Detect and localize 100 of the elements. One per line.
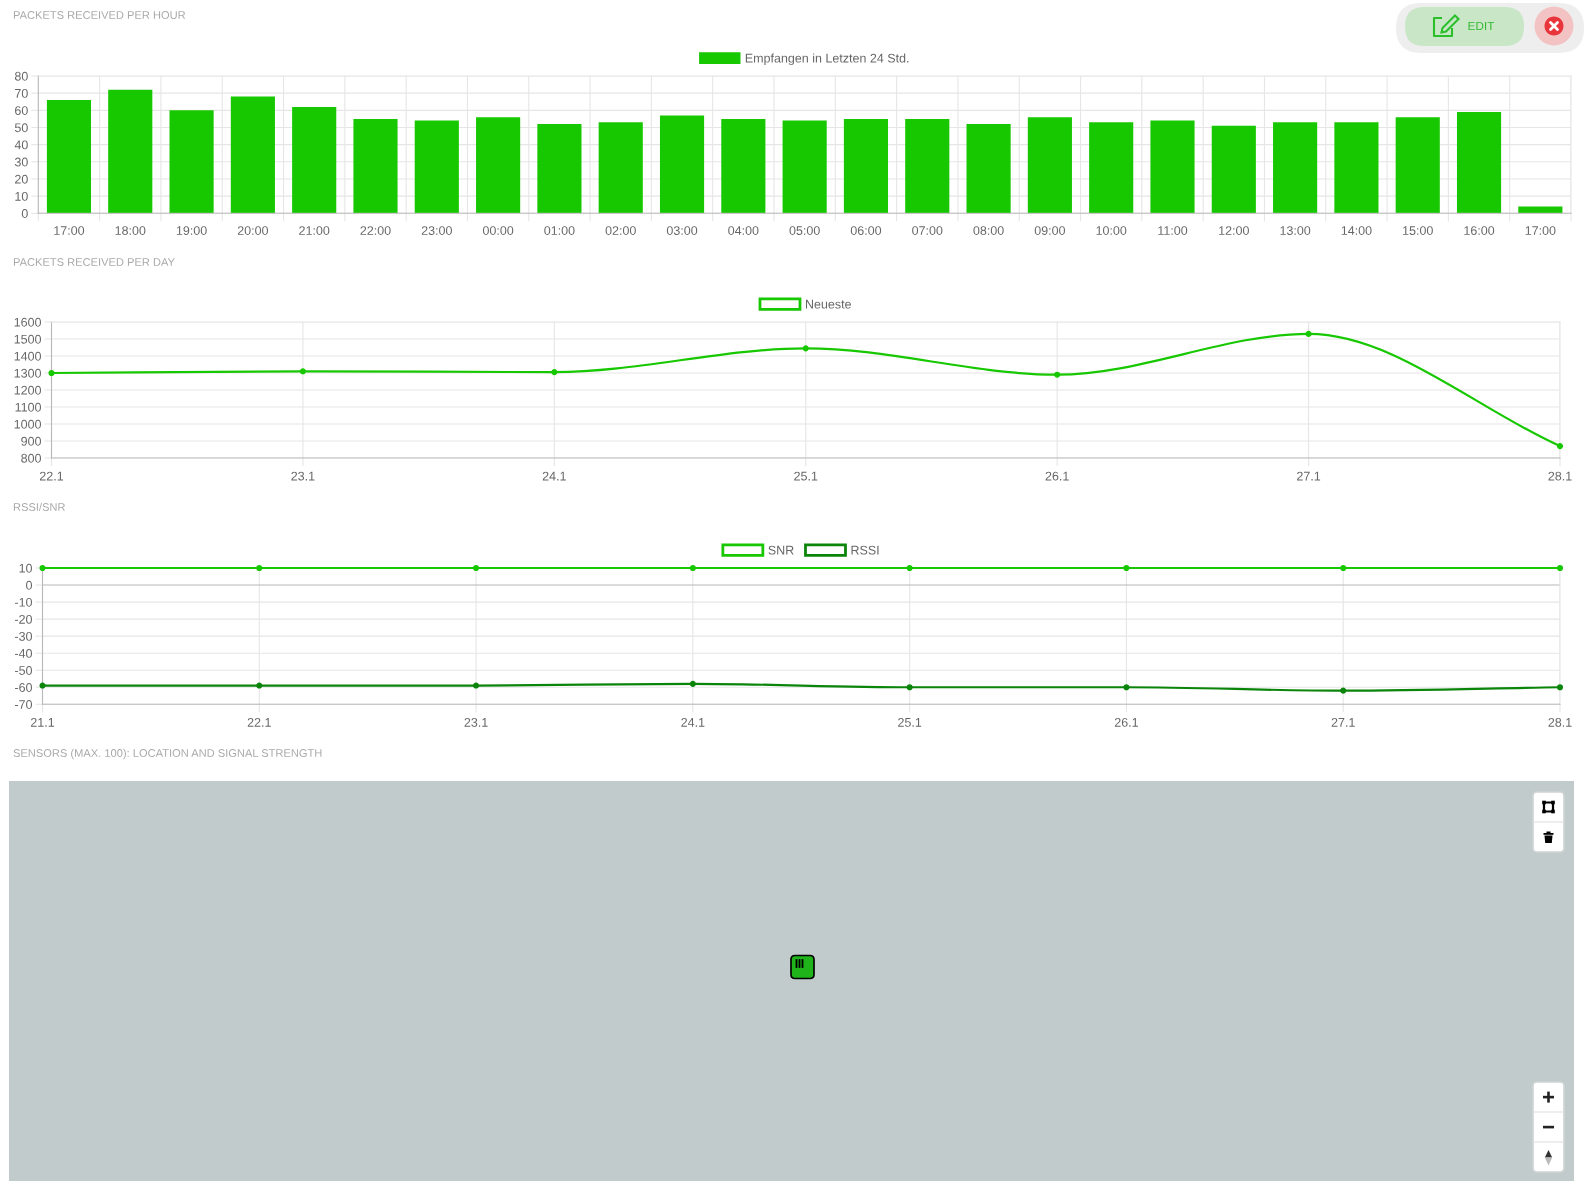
bar [1027, 117, 1072, 214]
x-tick-label: 22.1 [247, 717, 271, 727]
y-tick-label: 1000 [14, 419, 42, 429]
point [256, 682, 263, 689]
bar [659, 115, 705, 214]
x-tick-label: 13:00 [1280, 226, 1311, 235]
x-tick-label: 24.1 [542, 471, 566, 481]
chart-title: RSSI/SNR [13, 502, 65, 511]
y-tick-label: -60 [14, 683, 33, 692]
x-tick-label: 08:00 [973, 226, 1004, 235]
point [802, 345, 809, 352]
point [551, 369, 558, 376]
x-tick-label: 25.1 [794, 471, 818, 481]
point [1340, 564, 1347, 572]
x-tick-label: 06:00 [850, 226, 882, 235]
x-tick-label: 25.1 [898, 717, 922, 727]
point [1054, 371, 1061, 378]
point [1123, 564, 1130, 572]
x-tick-label: 23.1 [291, 471, 315, 481]
y-tick-label: 800 [21, 453, 42, 463]
x-tick-label: 03:00 [666, 226, 698, 235]
x-tick-label: 23.1 [464, 717, 488, 727]
x-tick-label: 28.1 [1548, 471, 1572, 481]
point [1556, 564, 1564, 572]
point [1556, 443, 1564, 450]
y-tick-label: -50 [14, 666, 33, 675]
x-tick-label: 19:00 [176, 226, 207, 235]
x-tick-label: 11:00 [1158, 226, 1188, 235]
point [1556, 684, 1564, 691]
bar [292, 106, 337, 214]
bar [905, 118, 950, 214]
y-tick-label: 1300 [14, 368, 42, 378]
x-tick-label: 17:00 [54, 226, 85, 235]
y-tick-label: 1100 [15, 402, 42, 412]
bar [476, 117, 521, 214]
y-tick-label: 40 [14, 140, 28, 150]
bar [230, 96, 275, 214]
bar [169, 110, 214, 214]
bar [1395, 117, 1440, 214]
point [473, 564, 480, 572]
y-tick-label: 1500 [14, 334, 42, 344]
y-tick-label: 1400 [14, 351, 42, 361]
y-tick-label: -70 [14, 700, 33, 709]
bar [1150, 120, 1195, 214]
bar [108, 89, 153, 214]
y-tick-label: 70 [15, 88, 28, 98]
y-tick-label: 20 [15, 174, 28, 184]
y-tick-label: 0 [26, 580, 33, 590]
x-tick-label: 07:00 [912, 226, 943, 235]
x-tick-label: 24.1 [681, 717, 705, 727]
y-tick-label: -20 [14, 614, 33, 624]
bar [1456, 112, 1502, 214]
bar [1089, 122, 1134, 214]
y-tick-label: -40 [14, 648, 33, 658]
text: EDIT [1468, 21, 1495, 31]
y-tick-label: -30 [14, 631, 33, 641]
bar [46, 100, 92, 214]
chart-title: PACKETS RECEIVED PER DAY [13, 258, 175, 266]
point [39, 682, 46, 689]
y-tick-label: 80 [14, 71, 28, 81]
bar [1334, 122, 1379, 214]
legend-label: Empfangen in Letzten 24 Std. [745, 53, 909, 66]
bar [966, 124, 1011, 214]
x-tick-label: 04:00 [728, 226, 759, 235]
x-tick-label: 02:00 [605, 226, 636, 235]
chart-title: PACKETS RECEIVED PER HOUR [13, 11, 186, 19]
x-tick-label: 01:00 [544, 226, 575, 235]
x-tick-label: 17:00 [1525, 226, 1556, 235]
point [1123, 684, 1130, 691]
y-tick-label: 30 [14, 157, 28, 167]
x-tick-label: 10:00 [1096, 226, 1127, 235]
point [1340, 687, 1347, 694]
legend-label: Neueste [806, 299, 851, 309]
text: SENSORS (MAX. 100): LOCATION AND SIGNAL STRENGTH [13, 748, 322, 760]
point [473, 682, 480, 689]
x-tick-label: 12:00 [1219, 226, 1249, 235]
bar [843, 118, 889, 214]
bar [782, 120, 827, 214]
point [256, 564, 263, 572]
bar [721, 118, 766, 214]
x-tick-label: 09:00 [1034, 226, 1066, 235]
bar [414, 120, 459, 214]
x-tick-label: 18:00 [115, 226, 146, 235]
x-tick-label: 05:00 [789, 226, 820, 235]
x-tick-label: 14:00 [1341, 226, 1372, 235]
point [48, 369, 55, 377]
y-tick-label: 10 [15, 191, 28, 201]
x-tick-label: 26.1 [1114, 717, 1138, 727]
legend-label: SNR [768, 545, 794, 555]
y-tick-label: -10 [14, 597, 33, 607]
bar [598, 122, 643, 214]
point [1305, 330, 1312, 337]
y-tick-label: 1600 [14, 317, 42, 327]
x-tick-label: 23:00 [421, 226, 452, 235]
point [299, 368, 306, 375]
x-tick-label: 28.1 [1548, 717, 1572, 727]
bar [537, 124, 582, 214]
y-tick-label: 10 [19, 563, 33, 573]
x-tick-label: 20:00 [237, 226, 269, 235]
x-tick-label: 27.1 [1297, 471, 1321, 481]
